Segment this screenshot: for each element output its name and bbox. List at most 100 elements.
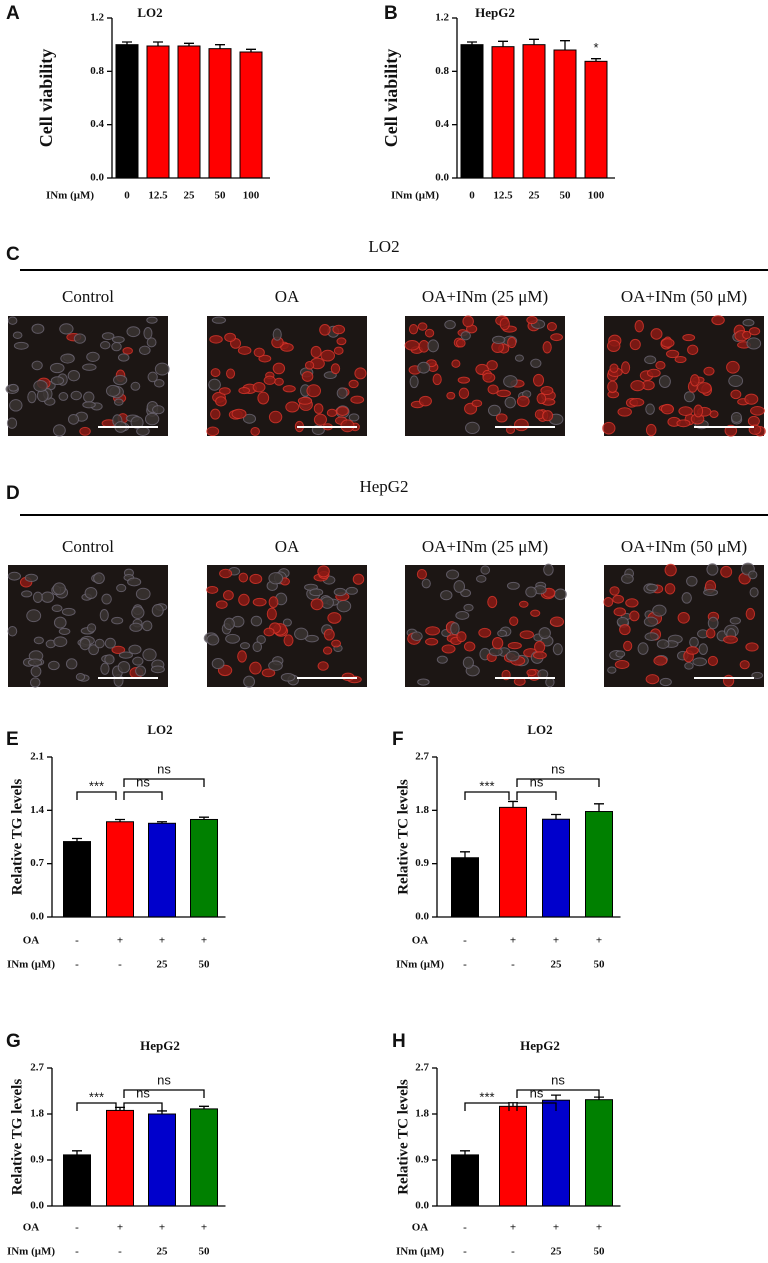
cell: [104, 654, 115, 665]
x-tick-label: -: [118, 1246, 122, 1258]
y-tick-label: 1.8: [30, 1108, 44, 1120]
x-tick-label: 100: [588, 190, 605, 202]
cell: [223, 617, 235, 630]
y-tick-label: 2.7: [30, 1062, 44, 1074]
cell: [320, 349, 335, 362]
cell: [730, 389, 742, 400]
cell: [707, 616, 719, 630]
cell: [607, 666, 617, 674]
cell: [751, 671, 764, 679]
cell: [268, 572, 284, 585]
x-tick-label: -: [463, 959, 467, 971]
bar: [499, 806, 527, 918]
bar: [451, 857, 479, 918]
cell: [425, 626, 441, 636]
cell: [32, 591, 43, 603]
x-tick-label: 12.5: [148, 190, 168, 202]
x-tick-label: 0: [469, 190, 475, 202]
cell: [65, 658, 78, 670]
cell: [12, 331, 23, 339]
cell: [621, 573, 634, 584]
cell: [280, 343, 294, 352]
cell: [747, 415, 760, 427]
image-label: Control: [62, 537, 114, 556]
y-tick-label: 1.2: [90, 12, 104, 24]
y-tick-label: 0.0: [435, 172, 449, 184]
cell: [424, 328, 435, 338]
cell: [206, 634, 220, 646]
cell: [210, 408, 221, 420]
cell: [139, 345, 151, 355]
error-bar: [157, 821, 167, 824]
cell: [242, 413, 257, 424]
bar: [63, 1154, 91, 1207]
y-tick-label: 0.0: [30, 1200, 44, 1212]
significance: ***: [479, 1089, 494, 1104]
image-label: OA+INm (50 μM): [621, 287, 747, 306]
cell: [341, 672, 355, 682]
error-bar: [115, 1106, 125, 1111]
error-bar: [460, 851, 470, 858]
cell: [440, 590, 453, 601]
cell: [614, 659, 630, 669]
cell: [59, 323, 74, 335]
cell: [621, 361, 631, 375]
cell: [94, 638, 105, 649]
cell: [9, 399, 23, 412]
cell: [306, 384, 322, 398]
cell: [332, 324, 346, 335]
image-label: Control: [62, 287, 114, 306]
cell: [340, 419, 355, 433]
bar: [177, 45, 201, 179]
cell: [336, 599, 352, 613]
cell: [644, 632, 659, 641]
cell: [250, 426, 260, 436]
error-bar: [560, 40, 570, 50]
error-bar: [122, 41, 132, 45]
panel-letter: H: [392, 1031, 406, 1052]
cell: [153, 379, 165, 388]
cell: [664, 563, 677, 577]
cell: [460, 331, 471, 341]
cell: [458, 387, 470, 399]
y-tick-label: 0.9: [415, 1154, 429, 1166]
cell: [746, 337, 762, 350]
cell: [48, 660, 60, 671]
cell: [111, 645, 126, 654]
cell: [268, 410, 283, 424]
cell: [266, 607, 277, 621]
cell: [463, 603, 474, 612]
cell: [73, 333, 86, 344]
cell: [348, 379, 359, 389]
cell: [58, 392, 69, 401]
cell: [130, 416, 144, 429]
cell: [252, 597, 267, 607]
cell: [665, 349, 680, 359]
cell: [219, 568, 233, 579]
y-axis-label: Relative TC levels: [395, 779, 411, 895]
cell: [61, 607, 76, 616]
cell: [550, 333, 563, 342]
cell: [504, 396, 516, 409]
cell: [425, 637, 439, 646]
bar: [553, 49, 577, 179]
panel-letter: B: [384, 3, 398, 24]
x-tick-label: +: [553, 1222, 559, 1234]
cell: [637, 642, 649, 655]
cell: [238, 593, 250, 606]
cell: [617, 407, 632, 417]
cell: [749, 587, 759, 598]
cell: [418, 395, 432, 407]
cell: [144, 412, 160, 426]
cell: [206, 426, 220, 437]
x-row-label: INm (μM): [46, 190, 94, 202]
cell: [317, 661, 329, 671]
panel-letter: E: [6, 729, 19, 750]
cell: [7, 625, 18, 637]
cell: [345, 586, 358, 595]
cell: [336, 387, 348, 399]
cell: [460, 589, 472, 598]
cell: [487, 384, 499, 395]
cell: [154, 362, 170, 376]
cell: [417, 361, 431, 374]
